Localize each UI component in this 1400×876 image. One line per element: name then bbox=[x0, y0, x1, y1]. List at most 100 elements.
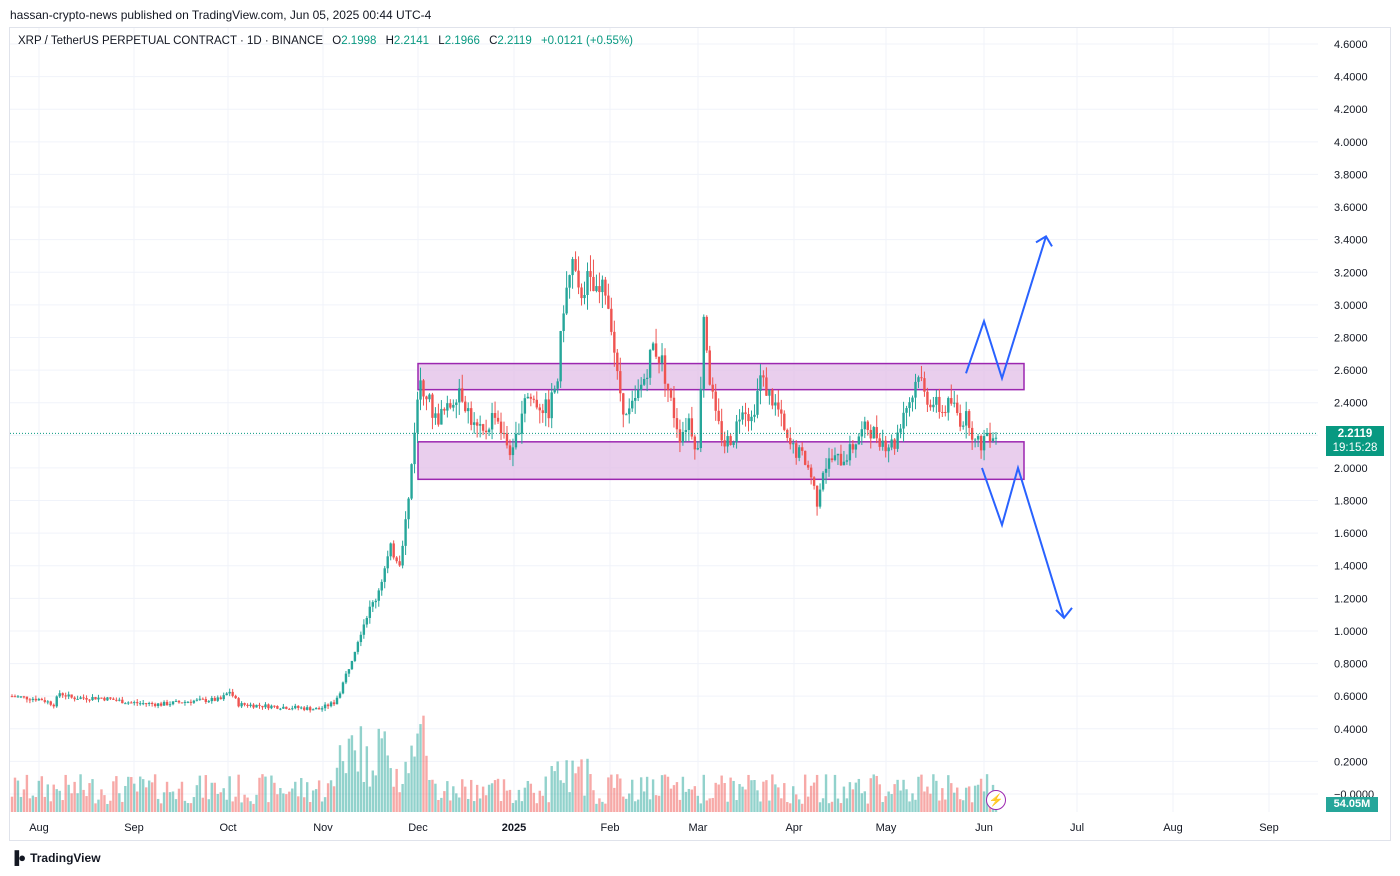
candle-body bbox=[550, 392, 553, 419]
volume-bar bbox=[16, 780, 20, 812]
volume-bar bbox=[789, 803, 792, 812]
candle-body bbox=[201, 698, 205, 700]
volume-bar bbox=[848, 782, 852, 812]
volume-bar bbox=[335, 767, 339, 812]
x-tick-label: Sep bbox=[1259, 822, 1279, 834]
candle-body bbox=[696, 448, 700, 450]
candle-body bbox=[228, 691, 231, 694]
volume-bar bbox=[201, 797, 205, 812]
candle-body bbox=[64, 695, 67, 697]
candle-body bbox=[365, 617, 369, 625]
candle-body bbox=[678, 429, 682, 443]
volume-bar bbox=[297, 796, 300, 812]
volume-bar bbox=[85, 796, 88, 812]
volume-bar bbox=[249, 801, 252, 812]
candle-body bbox=[800, 447, 804, 451]
candle-body bbox=[947, 398, 950, 413]
volume-bar bbox=[109, 800, 112, 812]
candle-body bbox=[625, 414, 628, 416]
candle-body bbox=[335, 697, 339, 705]
volume-bar bbox=[872, 774, 875, 812]
candle-body bbox=[258, 704, 261, 706]
volume-bar bbox=[64, 774, 67, 812]
bearish-scenario-arrow bbox=[981, 464, 1065, 619]
candle-body bbox=[121, 699, 124, 704]
candle-body bbox=[443, 408, 446, 411]
candle-body bbox=[991, 438, 995, 442]
candle-body bbox=[607, 295, 610, 309]
volume-bar bbox=[490, 783, 494, 812]
volume-bar bbox=[645, 776, 649, 812]
last-price-badge: 2.2119 19:15:28 bbox=[1326, 426, 1384, 456]
candle-body bbox=[374, 600, 377, 603]
candle-body bbox=[100, 697, 103, 699]
candle-body bbox=[237, 698, 240, 707]
candle-body bbox=[979, 436, 983, 451]
volume-bar bbox=[25, 774, 29, 812]
open-label: O bbox=[332, 35, 342, 47]
volume-bar bbox=[723, 783, 726, 812]
volume-bar bbox=[443, 791, 446, 812]
candle-body bbox=[70, 694, 73, 698]
volume-bar bbox=[452, 786, 455, 812]
volume-bar bbox=[237, 774, 240, 812]
volume-bar bbox=[502, 779, 506, 812]
candle-body bbox=[511, 447, 515, 456]
volume-bar bbox=[881, 802, 884, 812]
volume-bar bbox=[577, 766, 580, 812]
volume-bar bbox=[738, 784, 741, 812]
x-tick-label: 2025 bbox=[502, 822, 526, 834]
candle-body bbox=[389, 543, 392, 557]
candle-body bbox=[276, 706, 279, 709]
lightning-icon[interactable]: ⚡ bbox=[986, 790, 1006, 810]
volume-bar bbox=[651, 779, 655, 812]
volume-bar bbox=[920, 774, 923, 812]
candle-body bbox=[631, 400, 634, 409]
candle-body bbox=[666, 383, 670, 390]
candle-body bbox=[67, 694, 70, 697]
volume-bar bbox=[601, 801, 604, 812]
volume-bar bbox=[959, 799, 962, 812]
candle-body bbox=[58, 693, 61, 697]
candle-body bbox=[326, 704, 330, 707]
candle-body bbox=[249, 704, 252, 707]
candle-body bbox=[535, 399, 538, 408]
candle-body bbox=[43, 700, 46, 702]
volume-bar bbox=[103, 795, 106, 812]
candle-body bbox=[368, 606, 372, 618]
volume-bar bbox=[285, 794, 288, 812]
candle-body bbox=[282, 706, 285, 709]
candle-body bbox=[61, 693, 64, 696]
candle-body bbox=[130, 702, 133, 704]
x-tick-label: Feb bbox=[601, 822, 620, 834]
volume-bar bbox=[520, 801, 524, 812]
volume-bar bbox=[556, 761, 559, 812]
y-tick-label: 4.2000 bbox=[1334, 104, 1368, 116]
candle-body bbox=[180, 702, 184, 704]
volume-bar bbox=[580, 759, 583, 812]
candle-body bbox=[953, 402, 956, 404]
volume-bar bbox=[13, 777, 17, 812]
candle-body bbox=[449, 403, 452, 408]
candle-body bbox=[729, 436, 732, 445]
volume-bar bbox=[798, 799, 801, 812]
candle-body bbox=[669, 389, 673, 398]
y-tick-label: 3.4000 bbox=[1334, 235, 1368, 247]
candle-body bbox=[359, 634, 363, 643]
candle-body bbox=[470, 408, 473, 425]
x-tick-label: May bbox=[876, 822, 897, 834]
candle-body bbox=[73, 697, 76, 700]
volume-bar bbox=[383, 731, 386, 812]
volume-bar bbox=[565, 760, 568, 812]
volume-bar bbox=[484, 795, 488, 812]
bullish-arrowhead bbox=[1035, 235, 1053, 247]
volume-bar bbox=[428, 780, 431, 812]
candle-body bbox=[219, 697, 222, 700]
symbol-title[interactable]: XRP / TetherUS PERPETUAL CONTRACT · 1D ·… bbox=[18, 35, 324, 47]
volume-bar bbox=[663, 774, 667, 812]
y-tick-label: 0.4000 bbox=[1334, 724, 1368, 736]
volume-badge: 54.05M bbox=[1326, 797, 1378, 812]
candle-body bbox=[37, 698, 41, 701]
volume-bar bbox=[499, 801, 503, 812]
